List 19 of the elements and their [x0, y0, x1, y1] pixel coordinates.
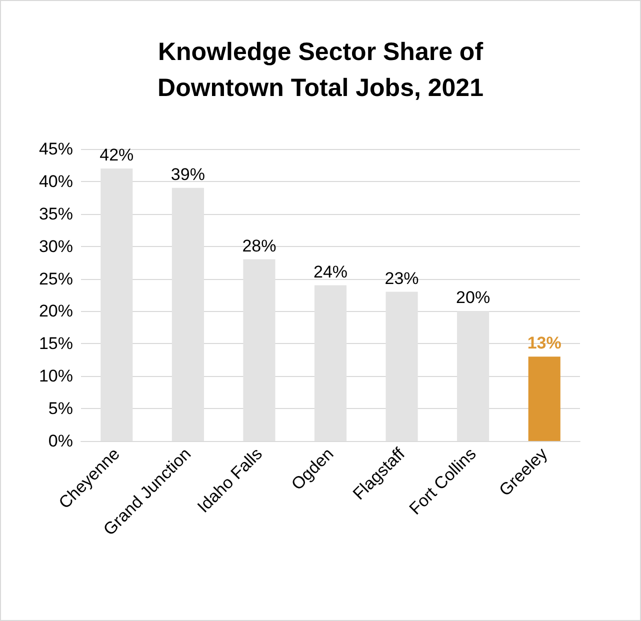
data-label: 39% — [170, 164, 205, 184]
y-tick-label: 15% — [38, 334, 73, 354]
y-tick-label: 10% — [38, 366, 73, 386]
y-tick-label: 40% — [38, 172, 73, 191]
y-tick-label: 45% — [38, 140, 73, 158]
data-label: 13% — [527, 334, 562, 353]
y-tick-label: 30% — [38, 236, 73, 256]
data-label: 42% — [100, 145, 134, 164]
data-label: 23% — [384, 268, 419, 288]
y-tick-label: 25% — [38, 269, 73, 288]
bar — [528, 356, 560, 441]
y-tick-label: 35% — [38, 204, 73, 224]
data-label: 24% — [313, 262, 348, 282]
data-label: 28% — [242, 236, 276, 256]
y-tick-label: 5% — [48, 399, 73, 418]
y-tick-label: 20% — [38, 302, 73, 321]
chart-title: Knowledge Sector Share of Downtown Total Jobs, 2021 — [158, 38, 484, 102]
data-label: 20% — [456, 288, 490, 308]
y-tick-label: 0% — [48, 432, 73, 450]
